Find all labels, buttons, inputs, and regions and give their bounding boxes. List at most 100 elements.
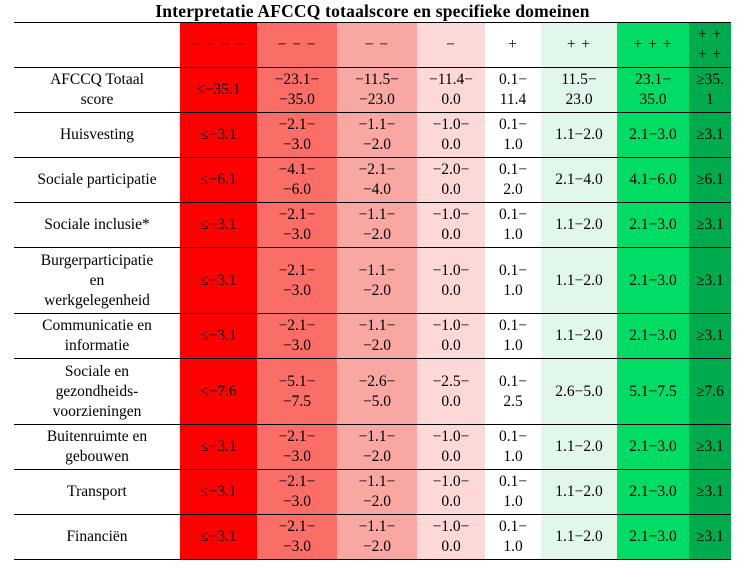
header-cell: − − xyxy=(337,22,417,68)
score-range-cell: 1.1−2.0 xyxy=(541,469,617,515)
score-range-cell: 1.1−2.0 xyxy=(541,424,617,470)
score-range-cell: −1.1− −2.0 xyxy=(337,424,417,470)
score-range-cell: ≥3.1 xyxy=(689,313,731,359)
table-row: AFCCQ Totaal score ≤−35.1 −23.1− −35.0 −11.… xyxy=(14,67,731,113)
score-range-cell: 2.1−3.0 xyxy=(617,247,689,314)
score-range-cell: 1.1−2.0 xyxy=(541,112,617,158)
score-range-cell: ≤−6.1 xyxy=(180,157,257,203)
score-range-cell: −2.1− −3.0 xyxy=(257,313,337,359)
header-cell: − xyxy=(417,22,485,68)
score-range-cell: 2.6−5.0 xyxy=(541,358,617,425)
score-range-cell: ≤−3.1 xyxy=(180,424,257,470)
score-range-cell: −2.6− −5.0 xyxy=(337,358,417,425)
score-range-cell: −1.0− 0.0 xyxy=(417,514,485,560)
score-range-cell: ≥3.1 xyxy=(689,112,731,158)
score-range-cell: ≥35. 1 xyxy=(689,67,731,113)
score-range-cell: ≥3.1 xyxy=(689,247,731,314)
score-range-cell: −1.0− 0.0 xyxy=(417,112,485,158)
score-range-cell: −1.0− 0.0 xyxy=(417,313,485,359)
row-label: Sociale en gezondheids- voorzieningen xyxy=(14,358,180,425)
row-label: AFCCQ Totaal score xyxy=(14,67,180,113)
score-range-cell: −2.1− −3.0 xyxy=(257,469,337,515)
score-range-cell: 2.1−3.0 xyxy=(617,514,689,560)
score-range-cell: 1.1−2.0 xyxy=(541,247,617,314)
score-range-cell: −1.0− 0.0 xyxy=(417,424,485,470)
table-row: Communicatie en informatie ≤−3.1 −2.1− −3.… xyxy=(14,313,731,359)
table-row: Sociale inclusie* ≤−3.1 −2.1− −3.0 −1.1− −2… xyxy=(14,202,731,248)
score-range-cell: −11.4− 0.0 xyxy=(417,67,485,113)
score-range-cell: ≤−3.1 xyxy=(180,469,257,515)
score-range-cell: ≤−35.1 xyxy=(180,67,257,113)
score-range-cell: −2.1− −3.0 xyxy=(257,514,337,560)
row-label: Sociale participatie xyxy=(14,157,180,203)
score-range-cell: −4.1− −6.0 xyxy=(257,157,337,203)
score-range-cell: 4.1−6.0 xyxy=(617,157,689,203)
score-range-cell: ≥6.1 xyxy=(689,157,731,203)
header-cell: + xyxy=(485,22,541,68)
table-row: Transport ≤−3.1 −2.1− −3.0 −1.1− −2.0 −1.0− … xyxy=(14,469,731,515)
table-body: AFCCQ Totaal score ≤−35.1 −23.1− −35.0 −11.… xyxy=(14,67,731,560)
row-label: Communicatie en informatie xyxy=(14,313,180,359)
table-title: Interpretatie AFCCQ totaalscore en speci… xyxy=(155,1,590,21)
score-range-cell: −1.1− −2.0 xyxy=(337,313,417,359)
header-cell: + + + + xyxy=(689,22,731,68)
score-range-cell: ≥3.1 xyxy=(689,202,731,248)
header-cell: − − − − xyxy=(180,22,257,68)
score-range-cell: ≤−3.1 xyxy=(180,112,257,158)
score-range-cell: 0.1− 2.0 xyxy=(485,157,541,203)
score-range-cell: 2.1−3.0 xyxy=(617,313,689,359)
score-range-cell: −1.1− −2.0 xyxy=(337,469,417,515)
table-row: Financiën ≤−3.1 −2.1− −3.0 −1.1− −2.0 −1.0− … xyxy=(14,514,731,560)
row-label: Buitenruimte en gebouwen xyxy=(14,424,180,470)
score-range-cell: ≤−3.1 xyxy=(180,313,257,359)
row-label: Huisvesting xyxy=(14,112,180,158)
score-range-cell: 0.1− 1.0 xyxy=(485,469,541,515)
score-range-cell: 11.5− 23.0 xyxy=(541,67,617,113)
score-range-cell: 0.1− 1.0 xyxy=(485,313,541,359)
score-range-cell: ≥3.1 xyxy=(689,424,731,470)
score-range-cell: −5.1− −7.5 xyxy=(257,358,337,425)
score-range-cell: 0.1− 11.4 xyxy=(485,67,541,113)
table-row: Huisvesting ≤−3.1 −2.1− −3.0 −1.1− −2.0 −1.0… xyxy=(14,112,731,158)
score-range-cell: 0.1− 2.5 xyxy=(485,358,541,425)
score-range-cell: ≥3.1 xyxy=(689,514,731,560)
row-label: Burgerparticipatie en werkgelegenheid xyxy=(14,247,180,314)
score-range-cell: −1.1− −2.0 xyxy=(337,247,417,314)
score-range-cell: −2.5− 0.0 xyxy=(417,358,485,425)
table-row: Buitenruimte en gebouwen ≤−3.1 −2.1− −3.0−… xyxy=(14,424,731,470)
score-range-cell: 0.1− 1.0 xyxy=(485,514,541,560)
score-range-cell: −11.5− −23.0 xyxy=(337,67,417,113)
score-range-cell: ≤−3.1 xyxy=(180,514,257,560)
score-range-cell: −2.1− −4.0 xyxy=(337,157,417,203)
score-range-cell: −1.0− 0.0 xyxy=(417,202,485,248)
score-range-cell: 2.1−3.0 xyxy=(617,424,689,470)
row-label: Transport xyxy=(14,469,180,515)
score-range-cell: ≤−3.1 xyxy=(180,247,257,314)
score-range-cell: ≥3.1 xyxy=(689,469,731,515)
score-range-cell: 2.1−4.0 xyxy=(541,157,617,203)
row-label: Financiën xyxy=(14,514,180,560)
score-range-cell: 2.1−3.0 xyxy=(617,202,689,248)
afccq-interpretation-table: − − − − − − − − − − + + + + + + + + + + AFCCQ T… xyxy=(14,22,731,560)
header-cell: + + xyxy=(541,22,617,68)
score-range-cell: 5.1−7.5 xyxy=(617,358,689,425)
score-range-cell: −1.1− −2.0 xyxy=(337,514,417,560)
score-range-cell: −23.1− −35.0 xyxy=(257,67,337,113)
score-range-cell: −2.0− 0.0 xyxy=(417,157,485,203)
score-range-cell: 0.1− 1.0 xyxy=(485,202,541,248)
score-range-cell: 23.1− 35.0 xyxy=(617,67,689,113)
score-range-cell: −1.0− 0.0 xyxy=(417,469,485,515)
table-row: Sociale participatie ≤−6.1 −4.1− −6.0 −2.1−… xyxy=(14,157,731,203)
score-range-cell: −2.1− −3.0 xyxy=(257,202,337,248)
table-row: Burgerparticipatie en werkgelegenheid ≤−3… xyxy=(14,247,731,314)
score-range-cell: −2.1− −3.0 xyxy=(257,112,337,158)
score-range-cell: 0.1− 1.0 xyxy=(485,424,541,470)
score-range-cell: ≤−3.1 xyxy=(180,202,257,248)
score-range-cell: 0.1− 1.0 xyxy=(485,112,541,158)
score-range-cell: −1.0− 0.0 xyxy=(417,247,485,314)
header-cell: − − − xyxy=(257,22,337,68)
score-range-cell: 1.1−2.0 xyxy=(541,202,617,248)
score-range-cell: 2.1−3.0 xyxy=(617,469,689,515)
header-row: − − − − − − − − − − + + + + + + + + + + xyxy=(14,22,731,68)
